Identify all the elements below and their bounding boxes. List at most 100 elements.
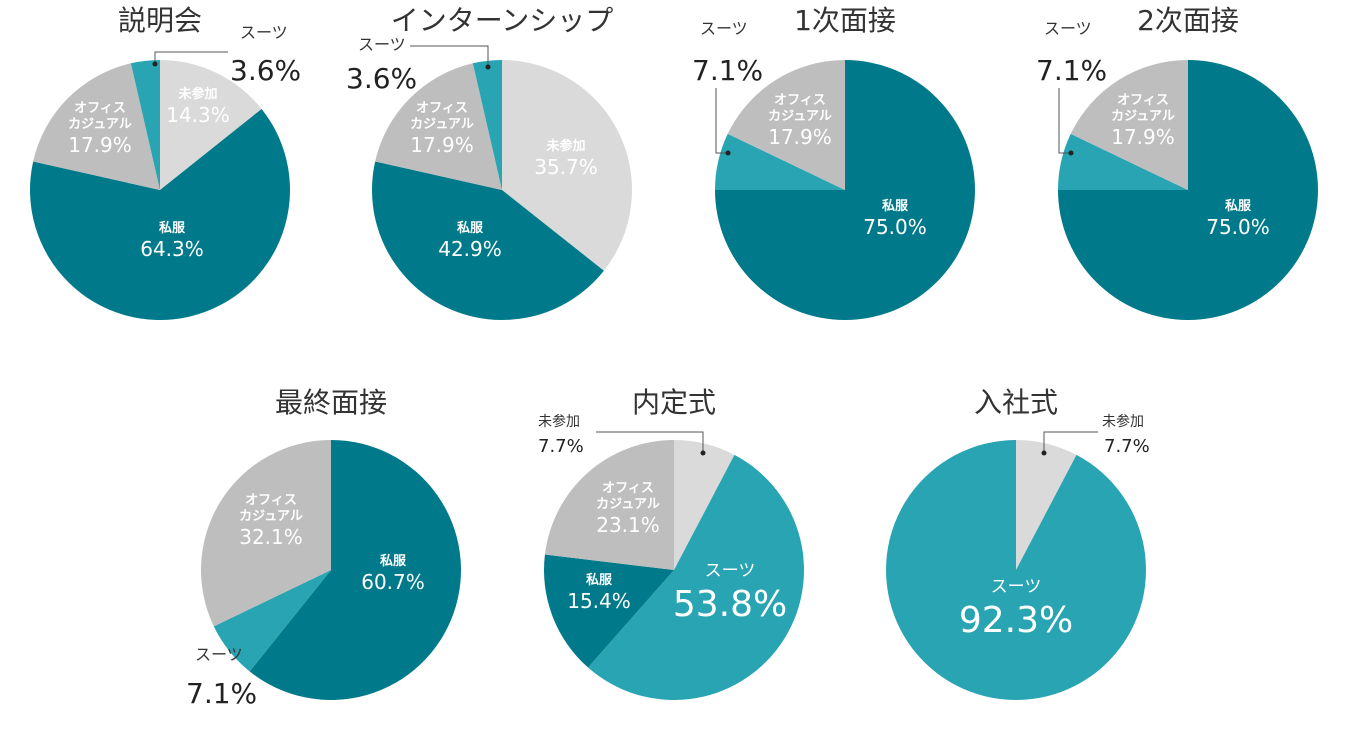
leader-line xyxy=(715,88,728,154)
pie-slice-office-casual xyxy=(727,60,845,190)
slice-name-office-casual: カジュアル xyxy=(768,109,832,124)
slice-value-casual: 60.7% xyxy=(361,570,425,594)
slice-value-casual: 75.0% xyxy=(1206,215,1270,239)
callout-name-absent: 未参加 xyxy=(1102,413,1144,430)
slice-name-office-casual: オフィス xyxy=(774,93,826,108)
slice-value-casual: 15.4% xyxy=(567,589,631,613)
chart-title: 2次面接 xyxy=(1137,4,1239,37)
callout-name-suit: スーツ xyxy=(240,23,288,42)
slice-name-casual: 私服 xyxy=(586,572,613,588)
slice-value-office-casual: 17.9% xyxy=(68,133,132,157)
slice-name-suit: スーツ xyxy=(991,577,1042,597)
pie-slice-casual xyxy=(543,554,674,668)
callout-name-suit: スーツ xyxy=(195,645,243,664)
callout-suit: スーツ 3.6% xyxy=(152,23,301,87)
pie-slice-suit xyxy=(588,454,804,700)
pie-slice-suit xyxy=(130,60,160,190)
leader-line xyxy=(154,51,228,64)
slice-name-office-casual: オフィス xyxy=(602,481,654,496)
pie-slice-absent xyxy=(160,60,262,190)
callout-value-suit: 3.6% xyxy=(346,62,417,95)
slice-value-casual: 75.0% xyxy=(863,215,927,239)
slice-value-absent: 35.7% xyxy=(534,155,598,179)
callout-name-suit: スーツ xyxy=(358,35,406,54)
pie-slice-absent xyxy=(674,440,735,570)
chart-title: 説明会 xyxy=(118,4,202,37)
slice-value-office-casual: 17.9% xyxy=(1111,125,1175,149)
pie-slice-casual xyxy=(249,440,461,700)
leader-line xyxy=(1058,88,1071,154)
callout-value-suit: 3.6% xyxy=(230,54,301,87)
slice-name-office-casual: カジュアル xyxy=(239,509,303,524)
slice-name-office-casual: カジュアル xyxy=(1111,109,1175,124)
slice-value-suit: 53.8% xyxy=(673,584,787,625)
slice-name-absent: 未参加 xyxy=(177,86,217,102)
slice-name-office-casual: カジュアル xyxy=(410,117,474,132)
callout-value-absent: 7.7% xyxy=(1104,436,1150,457)
callout-suit: スーツ 7.1% xyxy=(186,645,257,710)
slice-name-absent: 未参加 xyxy=(545,138,585,154)
slice-label-suit: スーツ 92.3% xyxy=(959,577,1073,641)
pie-slice-casual xyxy=(29,108,290,320)
leader-line xyxy=(410,45,489,67)
leader-dot xyxy=(1068,150,1074,156)
callout-name-absent: 未参加 xyxy=(538,413,580,430)
slice-name-casual: 私服 xyxy=(882,198,909,214)
leader-dot xyxy=(152,61,158,67)
callout-value-absent: 7.7% xyxy=(538,436,584,457)
slice-name-office-casual: オフィス xyxy=(245,493,297,508)
chart-title: 1次面接 xyxy=(794,4,896,37)
leader-dot xyxy=(700,450,706,456)
slice-name-casual: 私服 xyxy=(380,553,407,569)
callout-suit: スーツ 7.1% xyxy=(692,19,763,156)
slice-name-office-casual: オフィス xyxy=(1117,93,1169,108)
slice-value-suit: 92.3% xyxy=(959,600,1073,641)
slice-value-office-casual: 23.1% xyxy=(596,513,660,537)
leader-dot xyxy=(725,150,731,156)
callout-absent: 未参加 7.7% xyxy=(1041,413,1150,457)
callout-name-suit: スーツ xyxy=(1044,19,1092,38)
leader-line xyxy=(596,431,704,453)
slice-name-office-casual: オフィス xyxy=(416,101,468,116)
chart-title: 最終面接 xyxy=(275,386,387,419)
pie-slice-office-casual xyxy=(33,63,161,191)
leader-line xyxy=(1043,431,1098,453)
pie-slice-suit xyxy=(715,133,845,190)
leader-dot xyxy=(1041,450,1047,456)
pie-slice-casual xyxy=(372,161,604,320)
slice-value-office-casual: 32.1% xyxy=(239,525,303,549)
chart-title: インターンシップ xyxy=(391,4,614,37)
slice-value-office-casual: 17.9% xyxy=(410,133,474,157)
slice-value-office-casual: 17.9% xyxy=(768,125,832,149)
pie-slice-suit xyxy=(472,60,502,190)
chart-title: 内定式 xyxy=(632,386,716,419)
callout-name-suit: スーツ xyxy=(700,19,748,38)
leader-dot xyxy=(485,64,491,70)
pie-slice-office-casual xyxy=(201,440,331,627)
slice-name-suit: スーツ xyxy=(705,561,756,581)
slice-name-office-casual: カジュアル xyxy=(68,117,132,132)
pie-slice-absent xyxy=(1016,440,1077,570)
slice-value-casual: 42.9% xyxy=(438,237,502,261)
pie-slice-suit xyxy=(886,440,1147,700)
pie-slice-suit xyxy=(213,570,331,672)
slice-value-absent: 14.3% xyxy=(166,103,230,127)
pie-slice-office-casual xyxy=(544,440,674,570)
